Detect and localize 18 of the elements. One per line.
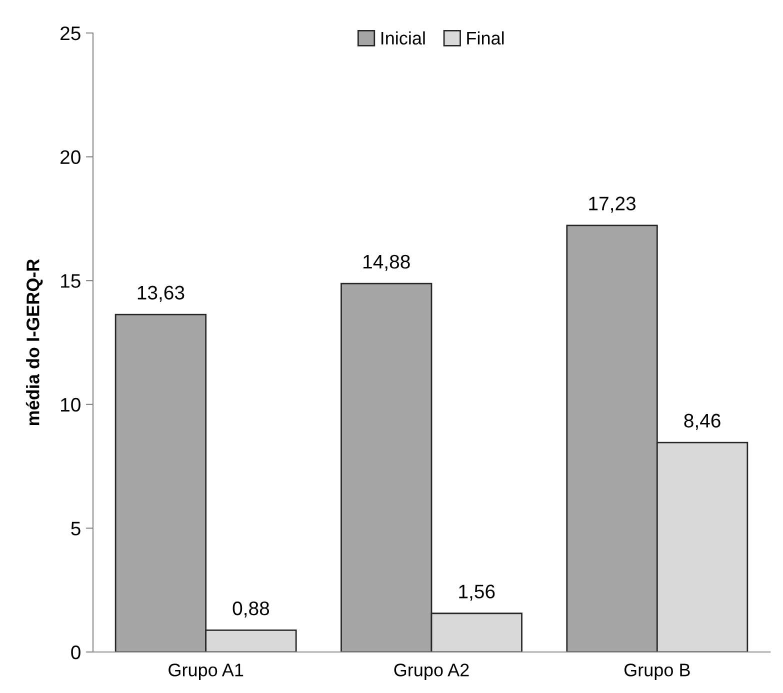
x-tick-label: Grupo A2 — [394, 664, 469, 680]
data-label: 17,23 — [589, 196, 636, 213]
data-label: 14,88 — [364, 254, 410, 271]
y-tick-label: 5 — [71, 522, 80, 536]
y-tick-label: 10 — [61, 398, 80, 412]
y-tick-label: 0 — [71, 645, 80, 660]
data-label: 8,46 — [684, 414, 720, 430]
legend-label: Final — [467, 31, 504, 45]
data-label: 0,88 — [232, 601, 270, 618]
legend-label: Inicial — [381, 31, 425, 45]
y-axis-title: média do I-GERQ-R — [26, 259, 43, 426]
y-tick-label: 20 — [60, 150, 80, 164]
y-tick-label: 15 — [61, 274, 80, 288]
data-label: 13,63 — [138, 286, 184, 302]
x-tick-label: Grupo B — [624, 664, 690, 680]
y-tick-label: 25 — [60, 26, 80, 40]
x-tick-label: Grupo A1 — [168, 664, 244, 680]
data-label: 1,56 — [459, 584, 495, 601]
